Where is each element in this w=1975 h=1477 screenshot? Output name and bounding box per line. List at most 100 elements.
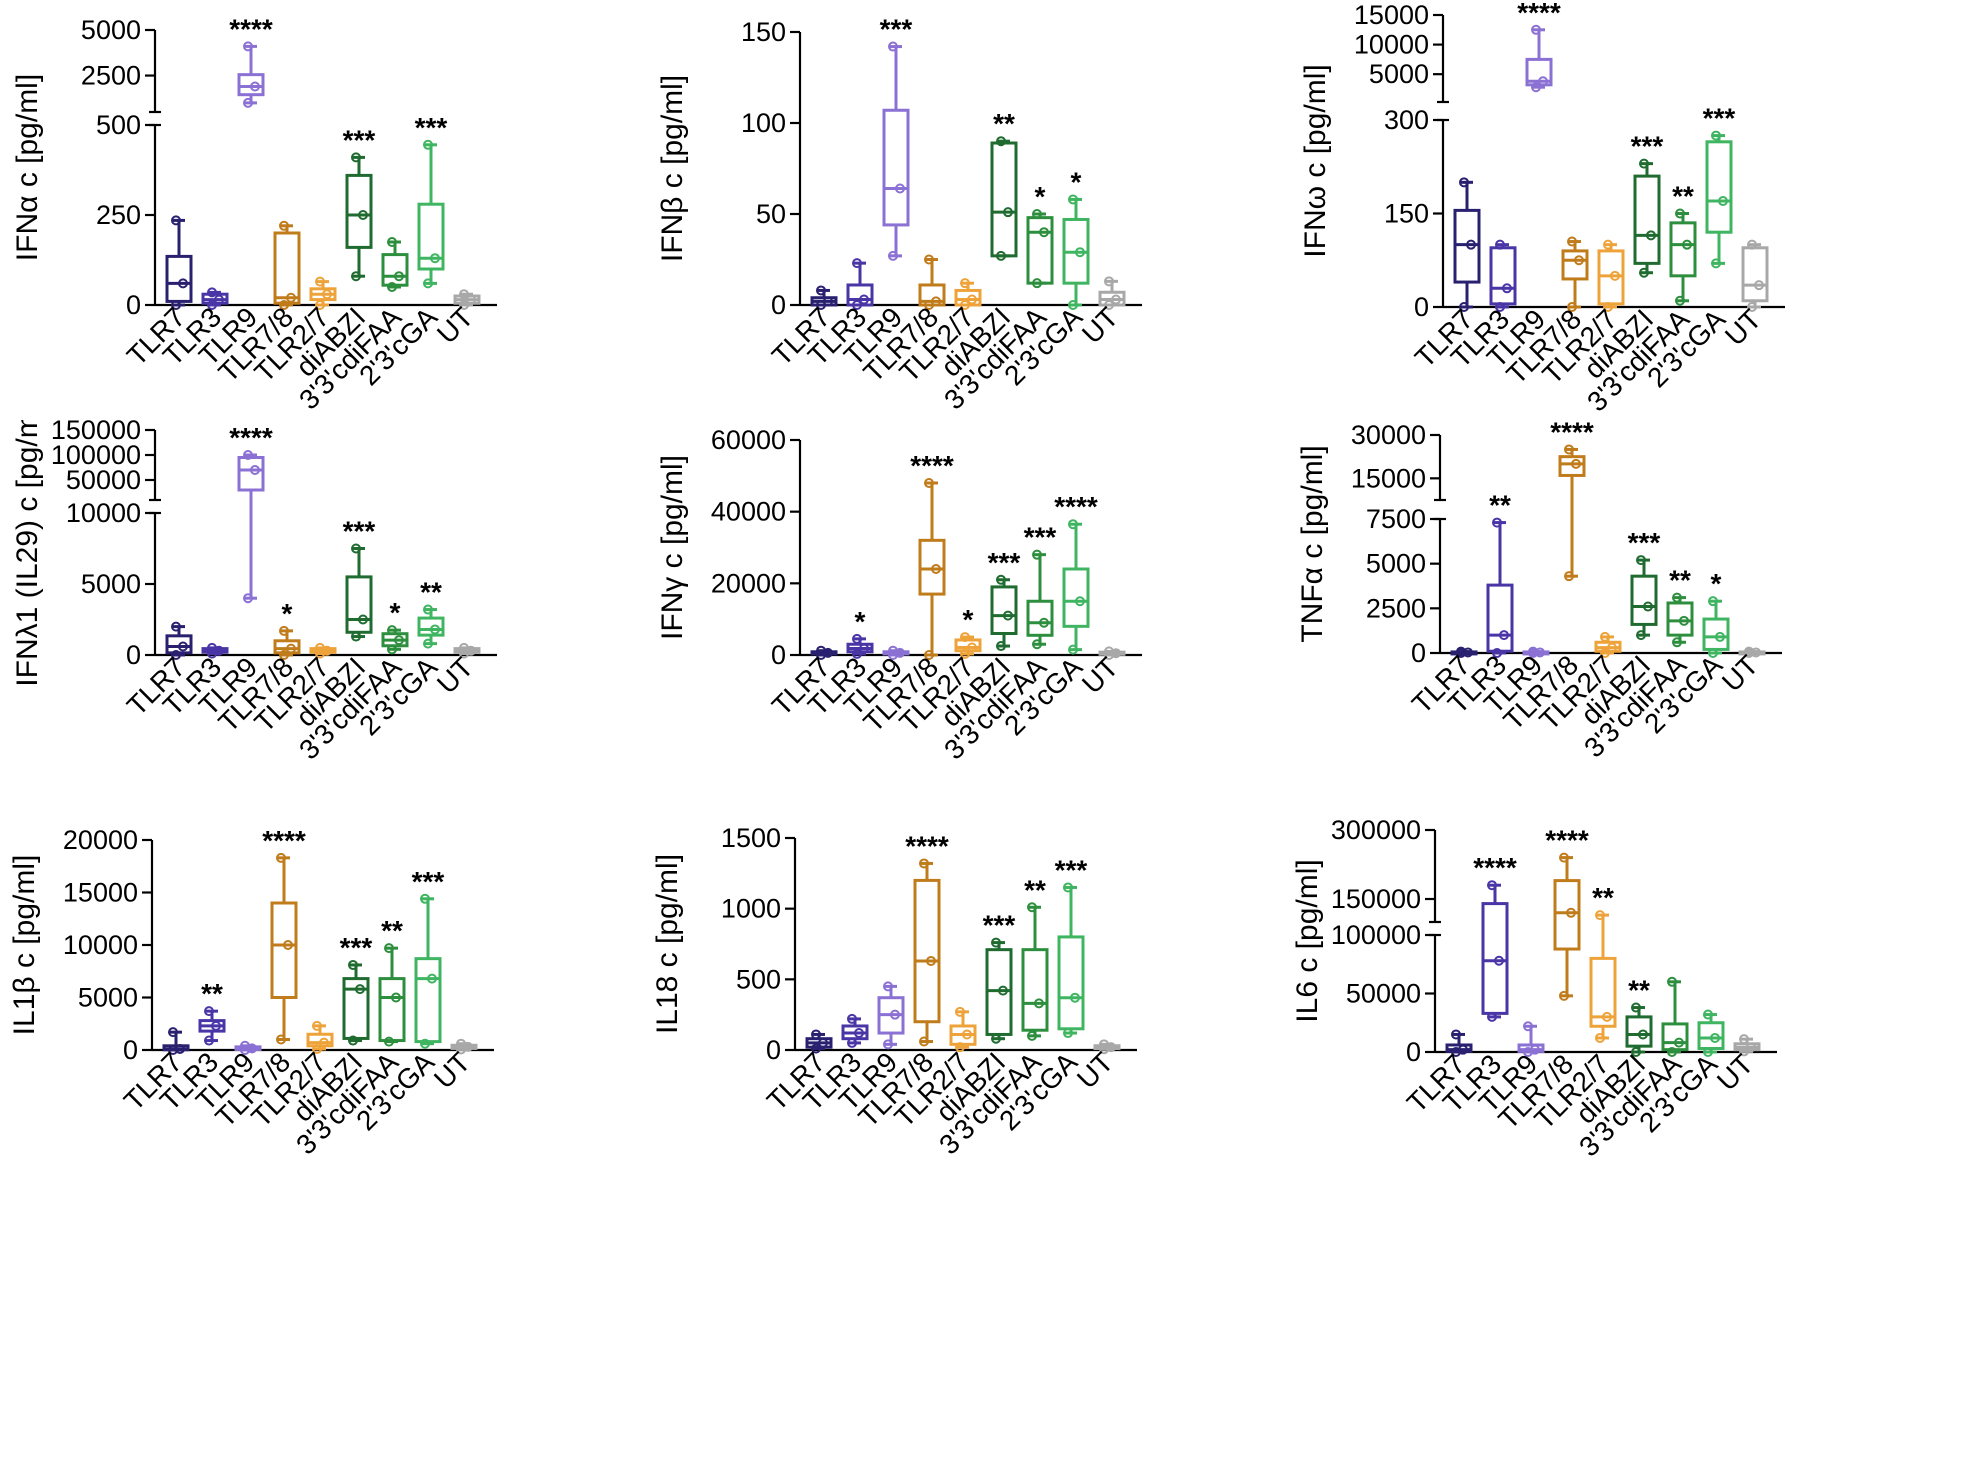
y-tick-label: 10000	[1354, 30, 1429, 60]
data-point	[1003, 207, 1013, 218]
data-point	[1739, 1046, 1749, 1057]
data-point	[420, 893, 430, 904]
data-point	[1039, 227, 1049, 238]
box-iqr	[414, 957, 442, 1044]
data-point	[852, 633, 862, 644]
box-3-3-cdifaa: **	[378, 915, 406, 1047]
significance-label: **	[1489, 490, 1511, 521]
y-tick-label: 500	[96, 110, 141, 140]
data-point	[178, 641, 188, 652]
data-point	[1027, 902, 1037, 913]
data-point	[1600, 648, 1610, 658]
box-iqr	[1026, 599, 1054, 637]
data-point	[955, 1006, 965, 1017]
data-point	[279, 625, 289, 636]
data-point	[1631, 1002, 1641, 1013]
data-point	[1487, 1011, 1497, 1022]
box-iqr	[1062, 567, 1090, 628]
data-point	[1747, 302, 1757, 312]
box-tlr3: **	[1486, 490, 1514, 658]
data-point	[1603, 239, 1613, 250]
data-point	[1032, 209, 1042, 219]
data-point	[175, 1043, 185, 1054]
significance-label: ***	[983, 910, 1016, 941]
data-point	[1595, 910, 1605, 921]
box-tlr3	[841, 1013, 869, 1048]
y-tick-label: 250	[96, 200, 141, 230]
significance-label: *	[1711, 568, 1722, 599]
significance-label: ***	[343, 124, 376, 155]
data-point	[250, 81, 260, 92]
significance-label: **	[1628, 975, 1650, 1006]
data-point	[1068, 519, 1078, 530]
data-point	[996, 641, 1006, 652]
data-point	[394, 635, 404, 646]
y-tick-label: 5000	[81, 569, 141, 599]
significance-label: ***	[1703, 103, 1736, 134]
y-tick-label: 0	[766, 1035, 781, 1065]
box-iqr	[1630, 574, 1658, 626]
y-tick-label: 0	[771, 290, 786, 320]
data-point	[466, 294, 476, 305]
box-iqr	[1026, 216, 1054, 285]
data-point	[1032, 549, 1042, 560]
data-point	[1674, 1037, 1684, 1048]
data-point	[888, 645, 898, 656]
significance-label: ***	[1024, 522, 1057, 553]
data-point	[286, 292, 296, 303]
data-point	[1744, 646, 1754, 657]
data-point	[348, 959, 358, 970]
data-point	[1566, 907, 1576, 918]
data-point	[351, 152, 361, 163]
box-tlr3	[201, 287, 229, 310]
data-point	[960, 278, 970, 289]
data-point	[1495, 239, 1505, 250]
data-point	[456, 1038, 466, 1049]
data-point	[1703, 1047, 1713, 1057]
box-2-3-cga: ***	[412, 866, 444, 1049]
box-tlr7	[162, 1027, 190, 1055]
y-tick-label: 1500	[721, 823, 781, 853]
data-point	[816, 285, 826, 296]
box-2-3-cga	[1697, 1009, 1725, 1057]
data-point	[1711, 258, 1721, 269]
y-tick-label: 0	[1411, 638, 1426, 668]
data-point	[991, 1033, 1001, 1044]
box-2-3-cga: **	[417, 577, 445, 649]
data-point	[962, 1029, 972, 1040]
data-point	[895, 183, 905, 194]
data-point	[1466, 239, 1476, 250]
data-point	[211, 1020, 221, 1031]
data-point	[1531, 82, 1541, 93]
y-axis-title: IL18 c [pg/ml]	[651, 854, 684, 1034]
box-iqr	[1561, 249, 1589, 281]
data-point	[852, 300, 862, 310]
significance-label: *	[1035, 181, 1046, 212]
box-iqr	[918, 538, 946, 596]
data-point	[207, 287, 217, 298]
data-point	[1746, 1042, 1756, 1053]
box-iqr	[1741, 246, 1769, 303]
data-point	[960, 300, 970, 310]
y-tick-label: 500	[736, 964, 781, 994]
y-tick-label: 0	[771, 640, 786, 670]
box-diabzi: **	[1625, 975, 1653, 1057]
data-point	[204, 1006, 214, 1017]
data-point	[1068, 194, 1078, 205]
data-point	[1032, 639, 1042, 650]
data-point	[811, 1043, 821, 1054]
data-point	[250, 465, 260, 475]
data-point	[315, 642, 325, 653]
significance-label: **	[1592, 882, 1614, 913]
box-diabzi: ***	[1631, 131, 1663, 278]
significance-label: ****	[1545, 825, 1589, 856]
box-ut	[453, 642, 481, 659]
significance-label: **	[1672, 181, 1694, 212]
y-tick-label: 50	[756, 199, 786, 229]
data-point	[1682, 239, 1692, 250]
data-point	[967, 642, 977, 653]
data-point	[1492, 517, 1502, 528]
data-point	[279, 300, 289, 310]
